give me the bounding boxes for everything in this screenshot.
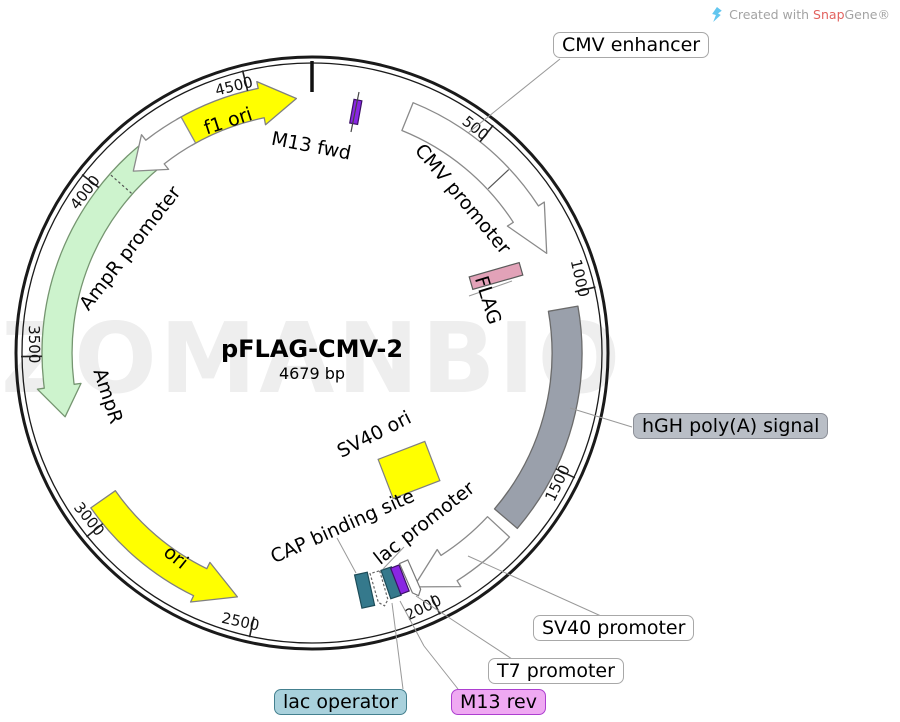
- tick-2500: [248, 616, 255, 638]
- leader-hgh: [569, 407, 633, 428]
- watermark-text: ZOMANBIO: [1, 302, 623, 415]
- tick-1000: [574, 286, 596, 293]
- tick-4500: [241, 70, 249, 91]
- leader-lac-promoter: [382, 546, 405, 570]
- tick-3000: [85, 523, 104, 538]
- leader-t7-promoter: [415, 595, 513, 660]
- cap-binding-site-feature: [353, 571, 376, 609]
- sv40-promoter-label-box: SV40 promoter: [533, 615, 695, 641]
- hgh-polya-label-box: hGH poly(A) signal: [633, 413, 829, 439]
- backbone-outer-ring: [14, 55, 610, 651]
- snapgene-credit: Created with SnapGene®: [711, 7, 890, 22]
- tick-label-2500: 2500: [220, 609, 261, 635]
- leader-lac-operator: [391, 602, 404, 690]
- m13-rev-feature: [389, 564, 410, 596]
- leader-flag: [468, 280, 513, 297]
- cmv-enhancer-promoter-feature: [401, 102, 548, 255]
- sv40-ori-feature: [377, 440, 441, 500]
- m13-fwd-label: M13 fwd: [269, 128, 352, 165]
- leader-m13-rev-a: [399, 600, 425, 647]
- leader-cap-binding: [336, 537, 357, 574]
- tick-label-3500: 3500: [25, 325, 43, 363]
- t7-promoter-label-box: T7 promoter: [488, 658, 624, 684]
- tick-500: [479, 124, 494, 143]
- lac-promoter-feature: [369, 570, 389, 607]
- flag-feature: [468, 261, 524, 291]
- ampr-promoter-feature: [132, 116, 197, 172]
- ori-feature: [90, 490, 239, 603]
- snapgene-logo-icon: [712, 7, 722, 22]
- leader-sv40-promoter: [467, 555, 602, 617]
- m13-fwd-feature: [349, 98, 363, 126]
- tick-label-1000: 1000: [567, 258, 593, 299]
- features-group: [36, 80, 583, 603]
- credit-text: Created with SnapGene®: [729, 7, 890, 22]
- feature-dividers-group: [110, 169, 510, 194]
- m13-fwd-stem: [350, 91, 360, 133]
- t7-promoter-feature: [398, 559, 422, 597]
- sv40-promoter-feature: [413, 516, 511, 588]
- m13-rev-label-box: M13 rev: [451, 689, 546, 715]
- feature-blocks-group: [349, 98, 524, 609]
- leader-m13-rev-b: [423, 645, 459, 690]
- ampr-feature: [36, 142, 162, 418]
- cmv-enhancer-label-box: CMV enhancer: [553, 32, 710, 58]
- f1-ori-feature: [176, 80, 298, 146]
- plasmid-name: pFLAG-CMV-2: [221, 335, 403, 363]
- tick-1500: [555, 468, 576, 479]
- lac-operator-label-box: lac operator: [274, 689, 408, 715]
- hgh-polya-feature: [493, 305, 583, 530]
- tick-4000: [81, 174, 100, 189]
- leader-cmv-enhancer: [467, 58, 561, 134]
- cmv-enhancer-promoter-divider: [487, 169, 510, 190]
- leader-lines-group: [336, 58, 633, 690]
- plasmid-size: 4679 bp: [279, 364, 345, 383]
